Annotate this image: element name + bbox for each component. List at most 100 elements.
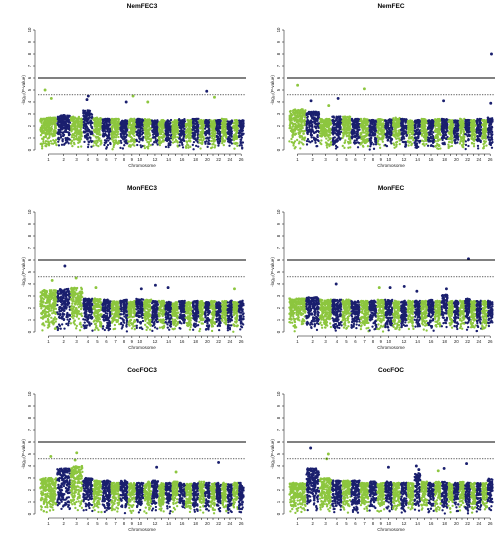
snp-point: [123, 127, 126, 130]
snp-point: [64, 125, 67, 128]
snp-point: [117, 120, 120, 124]
snp-point: [164, 137, 168, 140]
snp-point: [95, 122, 99, 125]
snp-point: [240, 136, 243, 139]
snp-point: [182, 119, 185, 122]
snp-point: [235, 137, 239, 140]
highlight-snp-point: [205, 89, 209, 93]
snp-point: [396, 135, 399, 138]
snp-point: [289, 109, 292, 113]
snp-point: [192, 122, 195, 125]
snp-point: [423, 134, 426, 137]
snp-point: [302, 132, 305, 135]
snp-point: [152, 120, 156, 124]
snp-point: [294, 127, 298, 131]
snp-point: [360, 137, 363, 140]
snp-point: [417, 123, 420, 127]
y-tick-label: 1: [27, 136, 32, 139]
snp-point: [396, 119, 399, 122]
snp-point: [341, 128, 344, 131]
snp-point: [368, 119, 371, 122]
snp-point: [121, 147, 125, 150]
snp-point: [311, 123, 314, 127]
snp-point: [401, 137, 404, 140]
snp-point: [317, 115, 320, 119]
snp-point: [199, 127, 202, 130]
snp-point: [127, 140, 130, 143]
snp-point: [57, 116, 61, 119]
snp-point: [96, 119, 100, 123]
snp-point: [61, 131, 64, 134]
snp-point: [49, 121, 52, 124]
snp-point: [107, 139, 110, 142]
snp-point: [322, 128, 325, 131]
snp-point: [90, 140, 93, 144]
snp-point: [346, 131, 349, 135]
snp-point: [413, 126, 417, 130]
snp-point: [288, 140, 291, 143]
snp-point: [366, 145, 370, 148]
snp-point: [371, 131, 374, 135]
snp-point: [417, 119, 420, 123]
snp-point: [222, 144, 225, 147]
snp-point: [188, 139, 191, 142]
snp-point: [420, 129, 423, 132]
snp-point: [77, 141, 80, 145]
snp-point: [416, 128, 420, 131]
snp-point: [343, 141, 347, 144]
snp-point: [177, 119, 181, 122]
snp-point: [372, 143, 375, 146]
snp-point: [317, 139, 320, 143]
snp-point: [51, 117, 54, 121]
snp-point: [291, 109, 295, 112]
snp-point: [311, 128, 314, 132]
snp-point: [213, 146, 216, 149]
snp-point: [155, 122, 158, 126]
snp-point: [45, 118, 48, 121]
y-tick-label: 5: [27, 88, 32, 91]
snp-point: [390, 139, 393, 142]
snp-point: [298, 118, 301, 121]
snp-point: [238, 124, 241, 127]
snp-point: [306, 119, 309, 122]
snp-point: [153, 124, 156, 127]
snp-point: [234, 142, 237, 145]
highlight-snp-point: [49, 96, 53, 100]
snp-point: [93, 130, 96, 134]
snp-point: [314, 137, 317, 141]
snp-point: [48, 132, 51, 136]
snp-point: [328, 121, 331, 124]
snp-point: [130, 138, 133, 141]
snp-point: [125, 139, 128, 142]
snp-point: [169, 118, 173, 122]
snp-point: [101, 135, 105, 138]
snp-point: [70, 118, 74, 122]
x-tick-label: 5: [96, 157, 99, 162]
snp-point: [338, 131, 341, 135]
snp-point: [55, 143, 58, 146]
snp-point: [398, 142, 401, 146]
snp-point: [48, 123, 52, 127]
snp-point: [290, 127, 293, 130]
snp-point: [44, 142, 47, 145]
snp-point: [211, 136, 214, 140]
snp-point: [191, 143, 194, 147]
snp-point: [369, 137, 373, 140]
snp-point: [240, 144, 243, 147]
snp-point: [162, 135, 166, 138]
snp-point: [296, 113, 299, 116]
snp-point: [306, 115, 309, 118]
snp-point: [181, 143, 184, 146]
snp-point: [288, 118, 291, 121]
snp-point: [351, 131, 354, 134]
snp-point: [139, 144, 142, 147]
snp-point: [232, 125, 235, 128]
snp-point: [404, 125, 407, 128]
snp-point: [227, 128, 231, 131]
snp-point: [293, 133, 297, 136]
snp-point: [80, 145, 83, 148]
snp-point: [320, 139, 323, 142]
snp-point: [46, 133, 49, 136]
highlight-snp-point: [43, 88, 47, 92]
snp-point: [415, 144, 419, 147]
